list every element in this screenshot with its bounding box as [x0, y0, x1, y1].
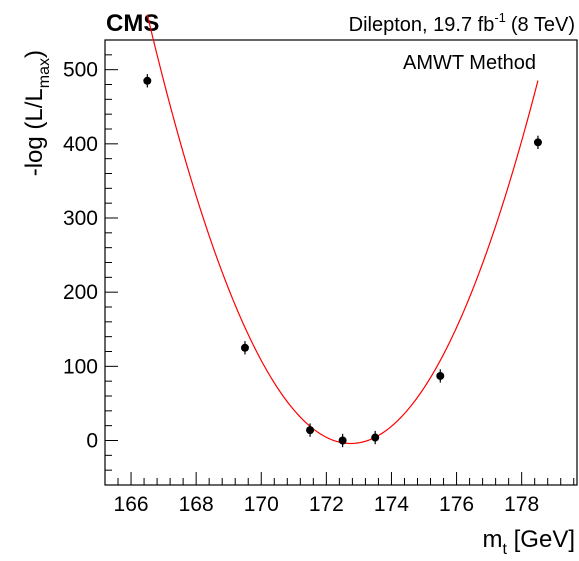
y-tick-label: 400 [63, 133, 98, 156]
data-point [338, 436, 347, 445]
data-points-group [143, 74, 542, 448]
plot-frame [104, 39, 578, 486]
fit-curve [146, 14, 539, 445]
x-tick-label: 166 [114, 493, 149, 516]
experiment-label: CMS [106, 10, 159, 37]
x-tick-label: 172 [309, 493, 344, 516]
data-point [436, 371, 445, 380]
y-tick-label: 0 [86, 430, 98, 453]
fit-group [146, 14, 539, 445]
x-tick-label: 168 [179, 493, 214, 516]
legend-text: AMWT Method [403, 52, 536, 74]
x-axis-main: m [483, 526, 503, 553]
x-axis-sub: t [503, 541, 508, 558]
energy-label: (8 TeV) [511, 14, 575, 36]
data-point [371, 433, 380, 442]
x-tick-label: 178 [504, 493, 539, 516]
data-point [240, 343, 249, 352]
axes-group: 166 168 170 172 174 176 178 0 100 200 300 400 500 [63, 39, 575, 516]
data-point [306, 426, 315, 435]
y-axis-label: -log (L/Lmax) [21, 50, 53, 176]
y-axis-sub: max [36, 58, 53, 88]
y-tick-label: 200 [63, 281, 98, 304]
x-tick-label: 174 [374, 493, 409, 516]
y-tick-label: 500 [63, 59, 98, 82]
y-tick-label: 100 [63, 355, 98, 378]
dataset-prefix: Dilepton, 19.7 fb [349, 14, 495, 36]
x-tick-label: 176 [439, 493, 474, 516]
y-axis-pre: -log (L/L [21, 88, 48, 176]
x-axis-label: mt [GeV] [483, 526, 575, 558]
data-point [143, 76, 152, 85]
dataset-superscript: -1 [494, 10, 506, 25]
y-tick-label: 300 [63, 207, 98, 230]
dataset-label: Dilepton, 19.7 fb-1 (8 TeV) [349, 10, 575, 36]
x-tick-label: 170 [244, 493, 279, 516]
x-axis-rest: [GeV] [507, 526, 575, 553]
y-axis-post: ) [21, 50, 48, 58]
data-point [533, 138, 542, 147]
